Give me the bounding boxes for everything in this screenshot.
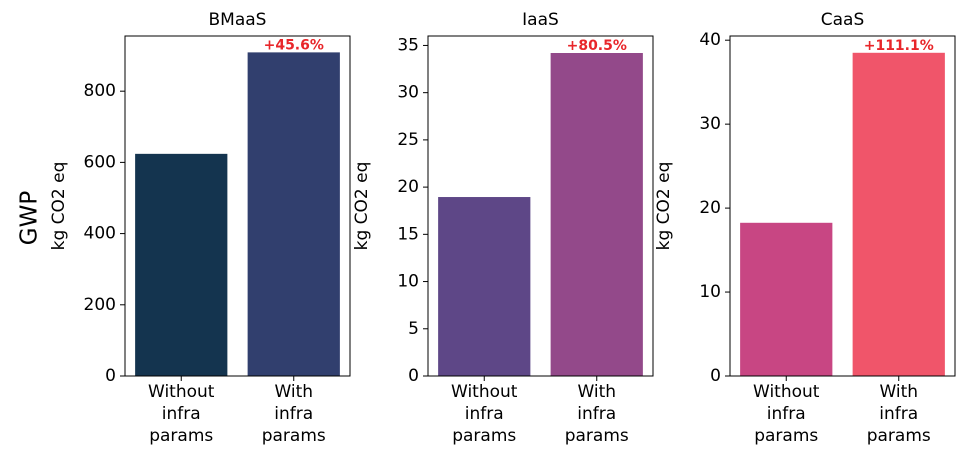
y-tick-label: 200 [84, 295, 116, 315]
figure-label: GWP [17, 191, 43, 246]
bar-annotation: +45.6% [264, 37, 324, 53]
bar [247, 52, 340, 377]
x-tick-label: With infra params [565, 382, 629, 446]
x-tick-label-line: infra [162, 404, 201, 424]
y-tick-label: 10 [397, 272, 419, 292]
x-tick-label-line: With [577, 382, 616, 402]
y-tick-label: 40 [699, 30, 721, 50]
bar [852, 52, 945, 376]
bar [438, 197, 531, 376]
x-tick-label-line: params [754, 426, 818, 446]
y-tick-label: 30 [397, 83, 419, 103]
y-tick-label: 30 [699, 114, 721, 134]
y-axis-label: kg CO2 eq [49, 162, 69, 251]
x-tick-label-line: With [274, 382, 313, 402]
x-tick-label-line: params [452, 426, 516, 446]
y-tick-label: 10 [699, 282, 721, 302]
x-tick-label-line: params [149, 426, 213, 446]
y-tick-label: 5 [408, 319, 419, 339]
y-tick-label: 25 [397, 130, 419, 150]
x-tick-label-line: Without [148, 382, 215, 402]
x-tick-label: Without infra params [148, 382, 215, 446]
x-tick-label-line: params [867, 426, 931, 446]
y-axis-label: kg CO2 eq [654, 162, 674, 251]
axes-frame [427, 35, 654, 377]
bar-annotation: +111.1% [864, 38, 934, 54]
y-tick-label: 0 [408, 366, 419, 386]
x-tick-label-line: infra [465, 404, 504, 424]
axes-frame [729, 35, 956, 377]
bar-annotation: +80.5% [567, 38, 627, 54]
x-tick-label: Without infra params [753, 382, 820, 446]
x-tick-label-line: Without [753, 382, 820, 402]
x-tick-label-line: infra [767, 404, 806, 424]
x-tick-label-line: params [565, 426, 629, 446]
chart-title: CaaS [821, 10, 865, 30]
x-tick-label-line: Without [451, 382, 518, 402]
x-tick-label-line: params [262, 426, 326, 446]
y-axis-label: kg CO2 eq [352, 162, 372, 251]
chart-title: IaaS [522, 10, 559, 30]
y-tick-label: 800 [84, 81, 116, 101]
y-tick-label: 400 [84, 224, 116, 244]
y-tick-label: 35 [397, 35, 419, 55]
x-tick-label-line: infra [274, 404, 313, 424]
y-tick-label: 600 [84, 152, 116, 172]
bar [135, 153, 228, 376]
x-tick-label-line: infra [577, 404, 616, 424]
x-tick-label: Without infra params [451, 382, 518, 446]
x-tick-label: With infra params [867, 382, 931, 446]
y-tick-label: 20 [397, 177, 419, 197]
x-tick-label-line: With [879, 382, 918, 402]
x-tick-label: With infra params [262, 382, 326, 446]
y-tick-label: 0 [710, 366, 721, 386]
chart-title: BMaaS [209, 10, 267, 30]
y-tick-label: 15 [397, 224, 419, 244]
y-tick-label: 20 [699, 198, 721, 218]
bar [740, 222, 833, 376]
x-tick-label-line: infra [879, 404, 918, 424]
y-tick-label: 0 [105, 366, 116, 386]
bar [550, 53, 643, 376]
axes-frame [124, 35, 351, 377]
